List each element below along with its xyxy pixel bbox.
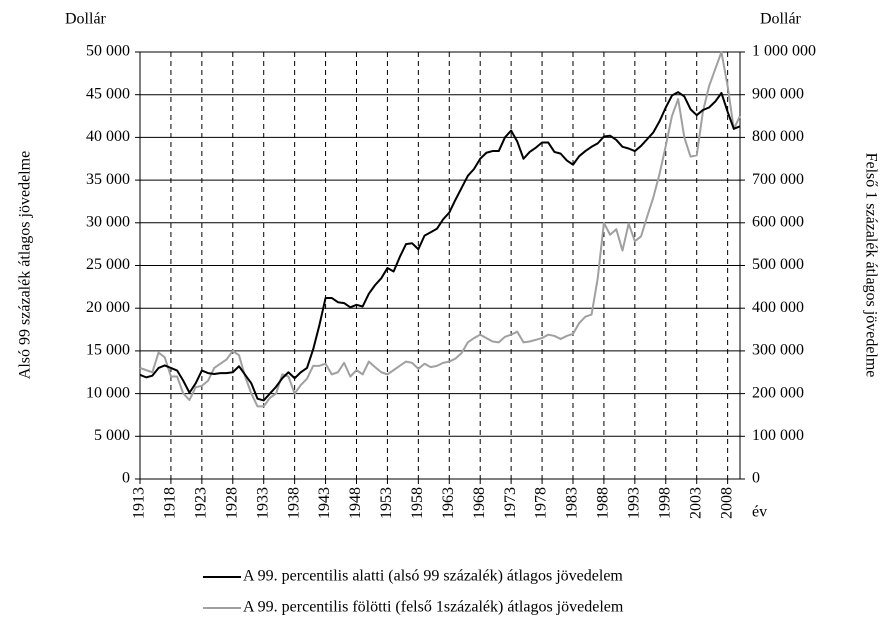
y2-tick-label: 700 000	[752, 171, 804, 188]
y2-tick-label: 0	[752, 470, 760, 487]
series-line	[139, 51, 741, 408]
y2-tick-label: 800 000	[752, 128, 804, 145]
x-tick-label: 1968	[471, 487, 488, 519]
y-tick-label: 30 000	[86, 213, 130, 230]
x-tick-label: 1988	[595, 487, 612, 519]
x-tick-label: 1923	[193, 487, 210, 519]
y-tick-label: 20 000	[86, 299, 130, 316]
y-tick-label: 10 000	[86, 384, 130, 401]
y-axis-unit: Dollár	[65, 11, 107, 28]
x-tick-label: 1993	[626, 487, 643, 519]
y-tick-label: 0	[122, 470, 130, 487]
y-tick-label: 50 000	[86, 43, 130, 60]
y2-axis-label: Felső 1 százalék átlagos jövedelme	[862, 153, 879, 378]
y-tick-label: 15 000	[86, 342, 130, 359]
y-tick-label: 25 000	[86, 256, 130, 273]
x-tick-label: 1958	[409, 487, 426, 519]
x-axis-label: év	[752, 504, 767, 521]
legend-label: A 99. percentilis alatti (alsó 99 százal…	[243, 568, 623, 585]
x-tick-label: 2003	[687, 487, 704, 519]
y2-axis-unit: Dollár	[760, 11, 802, 28]
y-tick-label: 40 000	[86, 128, 130, 145]
y2-tick-label: 1 000 000	[752, 43, 816, 60]
x-tick-label: 1998	[656, 487, 673, 519]
y2-tick-label: 500 000	[752, 256, 804, 273]
x-tick-label: 1918	[162, 487, 179, 519]
x-tick-label: 2008	[718, 487, 735, 519]
x-tick-label: 1978	[533, 487, 550, 519]
x-tick-label: 1928	[223, 487, 240, 519]
y2-tick-label: 600 000	[752, 213, 804, 230]
y-tick-label: 5 000	[94, 427, 130, 444]
y-tick-label: 45 000	[86, 85, 130, 102]
x-tick-label: 1983	[564, 487, 581, 519]
y2-tick-label: 300 000	[752, 342, 804, 359]
x-tick-label: 1938	[285, 487, 302, 519]
series-line	[139, 91, 741, 402]
x-tick-label: 1933	[254, 487, 271, 519]
x-tick-label: 1963	[440, 487, 457, 519]
y2-tick-label: 900 000	[752, 85, 804, 102]
y-tick-label: 35 000	[86, 171, 130, 188]
x-tick-label: 1973	[502, 487, 519, 519]
x-tick-label: 1913	[131, 487, 148, 519]
legend-label: A 99. percentilis fölötti (felső 1százal…	[243, 599, 624, 616]
y2-tick-label: 400 000	[752, 299, 804, 316]
plot-frame	[139, 51, 741, 480]
y2-tick-label: 100 000	[752, 427, 804, 444]
y-axis-label: Alsó 99 százalék átlagos jövedelme	[17, 151, 34, 379]
x-tick-label: 1953	[378, 487, 395, 519]
x-tick-label: 1948	[347, 487, 364, 519]
y2-tick-label: 200 000	[752, 384, 804, 401]
x-tick-label: 1943	[316, 487, 333, 519]
